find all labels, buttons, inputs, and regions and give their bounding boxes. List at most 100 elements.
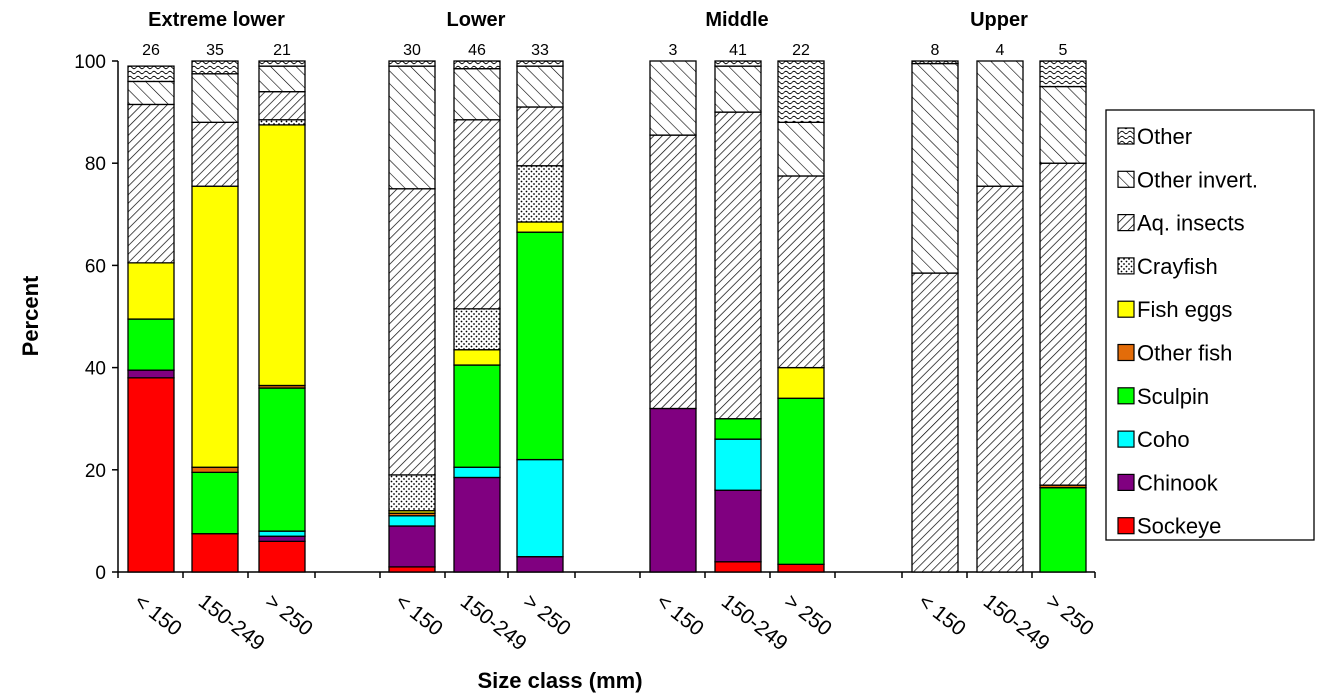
sample-size-label: 46 <box>468 42 486 59</box>
x-tick-label: 150-249 <box>194 590 269 656</box>
y-tick-label: 100 <box>74 52 106 73</box>
bar-segment-coho <box>388 515 436 527</box>
x-tick-label: < 150 <box>914 590 970 641</box>
sample-size-label: 33 <box>531 42 549 59</box>
sample-size-label: 8 <box>931 42 940 59</box>
group-title: Upper <box>970 9 1028 31</box>
bar-segment-aq-insects <box>976 185 1024 573</box>
legend-label: Crayfish <box>1137 254 1218 279</box>
bar-segment-fish-eggs <box>258 124 306 387</box>
bar-segment-crayfish <box>258 119 306 126</box>
bar-segment-sculpin <box>516 231 564 461</box>
bar-segment-crayfish <box>516 165 564 223</box>
x-tick-label: 150-249 <box>717 590 792 656</box>
bar-segment-aq-insects <box>191 121 239 187</box>
legend-label: Coho <box>1137 427 1190 452</box>
sample-size-label: 4 <box>996 42 1005 59</box>
group-title: Middle <box>705 9 768 31</box>
bar-segment-sculpin <box>714 418 762 440</box>
sample-size-label: 30 <box>403 42 421 59</box>
sample-size-label: 41 <box>729 42 747 59</box>
sample-size-label: 5 <box>1059 42 1068 59</box>
bar-segment-sculpin <box>127 318 175 371</box>
bar-segment-chinook <box>453 476 501 573</box>
bar-segment-sculpin <box>1039 487 1087 573</box>
bar-segment-coho <box>258 530 306 537</box>
bar-segment-aq-insects <box>714 111 762 420</box>
legend-swatch <box>1117 170 1135 188</box>
y-tick-label: 80 <box>85 154 106 175</box>
bar-segment-other <box>388 60 436 67</box>
bar-segment-chinook <box>258 535 306 542</box>
legend-label: Chinook <box>1137 470 1219 495</box>
x-tick-label: < 150 <box>391 590 447 641</box>
bar-segment-fish-eggs <box>453 349 501 366</box>
x-tick-label: > 250 <box>261 590 317 641</box>
x-tick-label: > 250 <box>1042 590 1098 641</box>
y-tick-label: 60 <box>85 256 106 277</box>
bar-segment-sockeye <box>191 533 239 573</box>
legend-swatch <box>1117 343 1135 362</box>
bar-segment-other-invert <box>714 65 762 113</box>
bar-segment-other-invert <box>1039 85 1087 164</box>
sample-size-label: 26 <box>142 42 160 59</box>
legend-label: Aq. insects <box>1137 211 1245 236</box>
bar-segment-other <box>453 60 501 70</box>
legend-swatch <box>1117 257 1135 275</box>
legend-label: Fish eggs <box>1137 297 1232 322</box>
bar-segment-fish-eggs <box>516 221 564 233</box>
x-tick-label: < 150 <box>130 590 186 641</box>
legend-swatch <box>1117 214 1135 232</box>
legend-swatch <box>1117 473 1135 491</box>
bar-segment-other <box>258 60 306 67</box>
legend-box <box>1105 109 1315 541</box>
bar-segment-other <box>127 65 175 83</box>
sample-size-label: 22 <box>792 42 810 59</box>
bar-segment-other-invert <box>911 62 959 274</box>
bar-segment-coho <box>516 458 564 558</box>
bar-segment-sculpin <box>191 471 239 535</box>
bar-segment-other <box>911 60 959 65</box>
bar-segment-other-invert <box>453 68 501 121</box>
bar-segment-other-invert <box>649 60 697 136</box>
bar-segment-aq-insects <box>127 103 175 264</box>
bar-segment-other <box>714 60 762 67</box>
bar-segment-crayfish <box>453 308 501 351</box>
legend-swatch <box>1117 430 1135 448</box>
bar-segment-fish-eggs <box>191 185 239 468</box>
bar-segment-sockeye <box>714 561 762 573</box>
legend-swatch <box>1117 300 1135 318</box>
bar-segment-sockeye <box>388 566 436 573</box>
bar-segment-aq-insects <box>911 272 959 573</box>
bar-segment-aq-insects <box>453 119 501 310</box>
x-tick-label: < 150 <box>652 590 708 641</box>
bar-segment-other-invert <box>191 73 239 123</box>
bar-segment-other-invert <box>388 65 436 190</box>
x-tick-label: > 250 <box>780 590 836 641</box>
x-axis-label: Size class (mm) <box>477 668 642 693</box>
bar-segment-other-fish <box>191 466 239 474</box>
bar-segment-other <box>1039 60 1087 88</box>
bar-segment-sockeye <box>258 540 306 573</box>
group-title: Extreme lower <box>148 9 285 31</box>
bar-segment-chinook <box>649 407 697 573</box>
sample-size-label: 21 <box>273 42 291 59</box>
legend-label: Sculpin <box>1137 384 1209 409</box>
bar-segment-aq-insects <box>1039 162 1087 486</box>
bar-segment-fish-eggs <box>777 366 825 399</box>
group-title: Lower <box>447 9 506 31</box>
bar-segment-aq-insects <box>649 134 697 410</box>
y-axis-label: Percent <box>18 275 43 356</box>
bar-segment-other-invert <box>777 121 825 177</box>
sample-size-label: 3 <box>669 42 678 59</box>
bar-segment-other-invert <box>976 60 1024 187</box>
bar-segment-other-invert <box>516 65 564 108</box>
bar-segment-other <box>516 60 564 67</box>
bar-segment-sculpin <box>258 387 306 532</box>
bar-segment-other <box>191 60 239 75</box>
bar-segment-coho <box>714 438 762 491</box>
bar-segment-aq-insects <box>777 175 825 369</box>
legend-swatch <box>1117 127 1135 145</box>
y-tick-label: 40 <box>85 359 106 380</box>
